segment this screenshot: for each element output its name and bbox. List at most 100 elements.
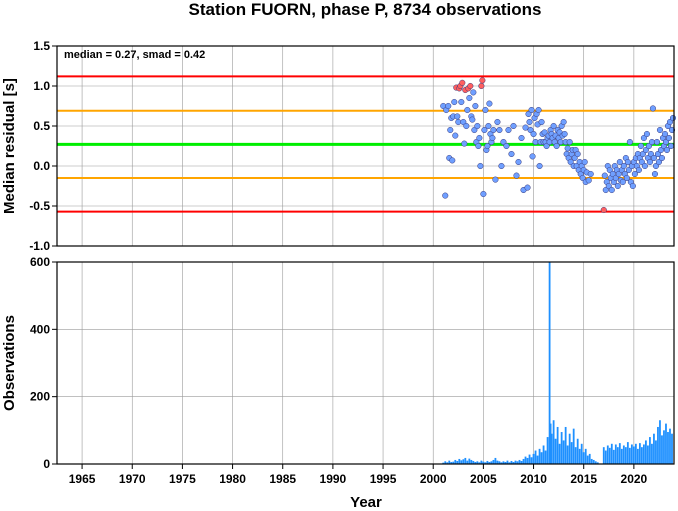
residual-point-118 bbox=[579, 174, 586, 182]
residual-point-30 bbox=[472, 102, 479, 110]
residual-point-191 bbox=[666, 118, 674, 126]
residual-point-44 bbox=[486, 100, 493, 107]
residual-point-193 bbox=[668, 126, 676, 134]
year-tick-label-1970: 1970 bbox=[119, 472, 146, 486]
residual-point-51 bbox=[496, 126, 503, 134]
observation-bar-93 bbox=[630, 444, 633, 464]
observation-bar-68 bbox=[576, 438, 579, 464]
residual-point-176 bbox=[651, 170, 658, 178]
observation-bar-101 bbox=[647, 445, 649, 464]
residual-point-80 bbox=[541, 129, 548, 136]
observation-bar-62 bbox=[564, 426, 567, 464]
residual-point-59 bbox=[515, 158, 522, 166]
observation-bar-113 bbox=[671, 433, 673, 464]
residual-point-141 bbox=[616, 158, 623, 166]
observation-bar-89 bbox=[622, 445, 625, 464]
observation-bar-20 bbox=[482, 461, 485, 464]
residual-point-154 bbox=[629, 182, 636, 190]
observation-bar-31 bbox=[504, 461, 507, 464]
observation-bar-29 bbox=[500, 462, 503, 464]
residual-point-16 bbox=[458, 98, 465, 106]
residual-point-177 bbox=[652, 162, 659, 170]
observation-bar-108 bbox=[661, 435, 663, 464]
residual-point-62 bbox=[522, 124, 529, 131]
observation-bar-11 bbox=[464, 457, 467, 464]
residual-point-29 bbox=[471, 126, 478, 134]
residual-point-34 bbox=[476, 134, 483, 142]
observation-bar-84 bbox=[612, 449, 615, 464]
residual-point-36 bbox=[478, 82, 485, 90]
year-tick-label-2005: 2005 bbox=[470, 472, 497, 486]
observation-bar-10 bbox=[462, 459, 465, 464]
observations-y-axis-label: Observations bbox=[1, 315, 18, 411]
x-axis-label: Year bbox=[350, 494, 382, 511]
residual-point-12 bbox=[454, 113, 461, 120]
residual-point-32 bbox=[474, 122, 481, 130]
residual-point-50 bbox=[494, 118, 501, 126]
observation-bar-96 bbox=[636, 448, 639, 464]
observation-bar-4 bbox=[450, 461, 453, 464]
observation-bar-103 bbox=[651, 443, 653, 464]
residual-point-156 bbox=[631, 170, 638, 178]
residual-point-52 bbox=[498, 162, 505, 170]
observation-bar-45 bbox=[532, 453, 535, 464]
residual-point-168 bbox=[643, 130, 650, 138]
residual-point-9 bbox=[451, 98, 458, 106]
observation-bar-86 bbox=[616, 447, 619, 464]
residual-point-149 bbox=[624, 158, 631, 166]
residual-point-100 bbox=[561, 130, 568, 138]
residual-point-69 bbox=[530, 130, 537, 138]
observation-bar-30 bbox=[502, 461, 505, 464]
residual-point-190 bbox=[665, 134, 673, 142]
residual-point-54 bbox=[503, 142, 510, 150]
observation-bar-27 bbox=[496, 460, 499, 464]
observation-bar-81 bbox=[606, 445, 609, 464]
residual-point-148 bbox=[623, 174, 630, 182]
year-x-ticks: 1965 1970 1975 1980 1985 1990 1995 2000 2005 2010… bbox=[69, 464, 648, 486]
observation-bar-13 bbox=[468, 458, 471, 464]
residual-point-137 bbox=[612, 174, 619, 182]
residual-point-99 bbox=[560, 118, 567, 126]
observation-bar-43 bbox=[528, 454, 531, 464]
observation-bar-98 bbox=[640, 447, 643, 464]
observation-bar-60 bbox=[560, 432, 563, 464]
residual-point-63 bbox=[524, 184, 531, 191]
observation-bar-34 bbox=[510, 460, 513, 464]
observation-bar-79 bbox=[602, 447, 605, 464]
residual-point-174 bbox=[649, 105, 656, 112]
observation-bar-95 bbox=[634, 443, 637, 464]
residual-point-64 bbox=[525, 110, 532, 118]
observation-bar-76 bbox=[592, 459, 595, 464]
residual-point-173 bbox=[648, 138, 655, 146]
observation-bar-104 bbox=[653, 433, 655, 464]
observations-bars bbox=[442, 262, 673, 464]
observation-bar-42 bbox=[526, 457, 529, 464]
residual-point-120 bbox=[581, 158, 588, 166]
observation-bar-28 bbox=[498, 461, 501, 464]
observation-bar-100 bbox=[645, 440, 647, 464]
residual-point-187 bbox=[662, 138, 670, 146]
observation-bar-47 bbox=[536, 455, 539, 464]
observation-bar-82 bbox=[608, 447, 611, 464]
residual-ytick-label-1: 1.0 bbox=[33, 79, 50, 93]
observation-bar-25 bbox=[492, 459, 495, 464]
observation-bar-55 bbox=[550, 433, 553, 464]
observations-plot-frame bbox=[56, 261, 675, 465]
residual-point-13 bbox=[455, 118, 462, 126]
year-tick-label-1985: 1985 bbox=[269, 472, 296, 486]
residual-point-27 bbox=[469, 116, 476, 123]
observation-bar-77 bbox=[594, 461, 597, 464]
residual-point-103 bbox=[564, 145, 571, 152]
residual-point-96 bbox=[557, 138, 564, 146]
chart-title: Station FUORN, phase P, 8734 observation… bbox=[188, 0, 541, 19]
residual-point-24 bbox=[466, 94, 473, 102]
residual-point-37 bbox=[479, 77, 486, 84]
residual-point-38 bbox=[480, 190, 487, 198]
year-tick-label-2020: 2020 bbox=[621, 472, 648, 486]
residual-point-188 bbox=[663, 146, 671, 154]
residual-point-21 bbox=[463, 122, 470, 130]
residual-point-71 bbox=[532, 138, 539, 146]
observation-bar-22 bbox=[486, 460, 489, 464]
residual-point-139 bbox=[614, 182, 621, 190]
observation-bar-49 bbox=[540, 452, 543, 464]
